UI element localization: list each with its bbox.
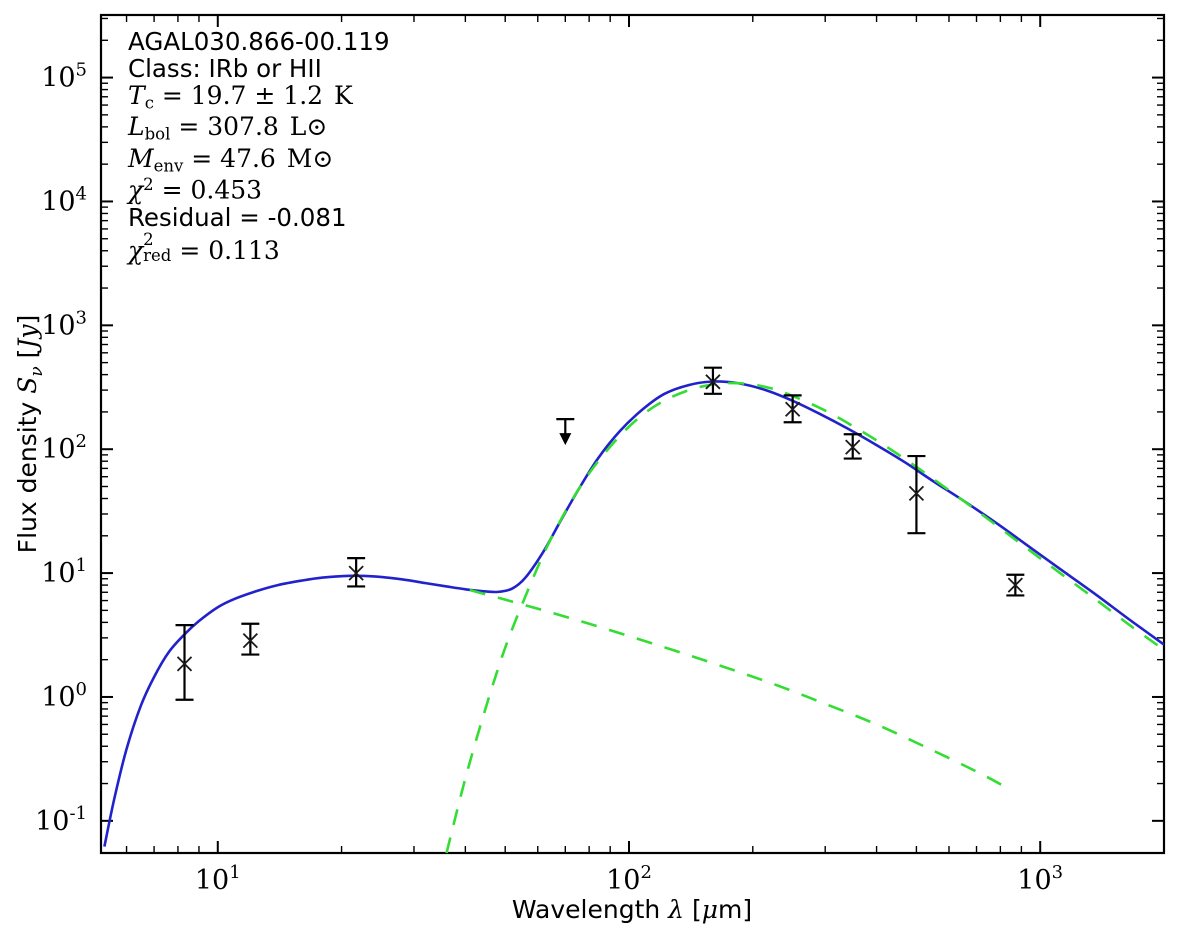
mass-unit: M⊙ xyxy=(286,143,334,173)
temperature-symbol: T xyxy=(128,80,145,110)
data-point-p4 xyxy=(556,417,575,446)
mass-line: Menv = 47.6 M⊙ xyxy=(128,143,334,176)
marker-x-stroke-2 xyxy=(348,565,364,581)
temperature-value: 19.7 xyxy=(190,80,247,110)
source-name: AGAL030.866-00.119 xyxy=(128,27,390,56)
chi2-red-subscript: red xyxy=(143,246,172,266)
curve-total-model xyxy=(103,380,1164,847)
axis-tick-labels: 101 102 103 10-1 100 101 102 103 104 105 xyxy=(35,60,1063,896)
luminosity-symbol: L xyxy=(128,112,145,142)
data-point-p3 xyxy=(347,557,366,588)
tick-label: 102 xyxy=(41,431,87,465)
temperature-line: Tc = 19.7 ± 1.2 K xyxy=(128,80,353,113)
tick-label: 101 xyxy=(195,862,241,896)
data-points xyxy=(175,366,1025,701)
model-curves xyxy=(103,380,1164,853)
residual-line: Residual = -0.081 xyxy=(128,203,347,233)
tick-label: 101 xyxy=(41,555,87,589)
marker-x-stroke-2 xyxy=(908,485,925,502)
luminosity-subscript: bol xyxy=(144,125,171,145)
curve-cold-component xyxy=(445,381,1164,853)
data-point-p2 xyxy=(241,622,260,656)
marker-x-stroke-2 xyxy=(176,656,193,672)
chi2-red-line: χ 2 red = 0.113 xyxy=(128,230,280,266)
tick-label: 102 xyxy=(606,862,652,896)
chi2-red-superscript: 2 xyxy=(143,230,154,250)
marker-x-stroke-2 xyxy=(785,401,801,417)
luminosity-line: Lbol = 307.8 L⊙ xyxy=(128,112,328,145)
marker-x-stroke-2 xyxy=(1007,577,1023,593)
chi2-superscript: 2 xyxy=(143,175,154,195)
mass-subscript: env xyxy=(153,156,184,176)
curve-hot-component xyxy=(469,588,1008,789)
mass-symbol: M xyxy=(128,143,154,173)
marker-x-stroke-2 xyxy=(705,374,721,390)
chi2-red-scripts: 2 red xyxy=(143,230,172,266)
annotation-block: AGAL030.866-00.119 Class: IRb or HII Tc … xyxy=(128,28,548,265)
tick-label: 104 xyxy=(41,183,87,217)
marker-x-stroke-2 xyxy=(242,632,258,649)
axes-frame xyxy=(99,13,1166,855)
temperature-unit: K xyxy=(334,80,353,110)
chi2-line: χ2 = 0.453 xyxy=(128,175,263,205)
tick-label: 103 xyxy=(41,307,87,341)
data-point-p8 xyxy=(907,454,926,535)
chi2-red-symbol: χ xyxy=(128,236,144,266)
x-axis-label: Wavelength λ [μm] xyxy=(512,895,752,924)
luminosity-unit: L⊙ xyxy=(289,112,328,142)
chi2-value: 0.453 xyxy=(190,175,263,205)
marker-x-stroke-2 xyxy=(845,439,861,455)
luminosity-value: 307.8 xyxy=(207,112,279,142)
chi2-symbol: χ xyxy=(128,175,144,205)
data-point-p6 xyxy=(783,394,802,424)
tick-label: 10-1 xyxy=(35,803,87,837)
chi2-red-value: 0.113 xyxy=(208,236,280,266)
data-point-p5 xyxy=(703,366,722,395)
residual-label: Residual xyxy=(128,203,232,233)
tick-label: 103 xyxy=(1017,862,1063,896)
axis-ticks xyxy=(101,15,1165,853)
temperature-subscript: c xyxy=(144,93,154,113)
residual-value: -0.081 xyxy=(267,203,347,233)
tick-label: 100 xyxy=(41,679,87,713)
data-point-p7 xyxy=(843,433,862,460)
data-point-p9 xyxy=(1006,573,1025,597)
tick-label: 105 xyxy=(41,60,87,94)
upper-limit-arrowhead xyxy=(559,433,572,446)
temperature-pm: 1.2 xyxy=(283,80,324,110)
data-point-p1 xyxy=(175,624,194,701)
y-axis-label: Flux density Sν [Jy] xyxy=(13,315,47,554)
mass-value: 47.6 xyxy=(220,143,276,173)
class-label: Class: IRb or HII xyxy=(128,53,322,83)
